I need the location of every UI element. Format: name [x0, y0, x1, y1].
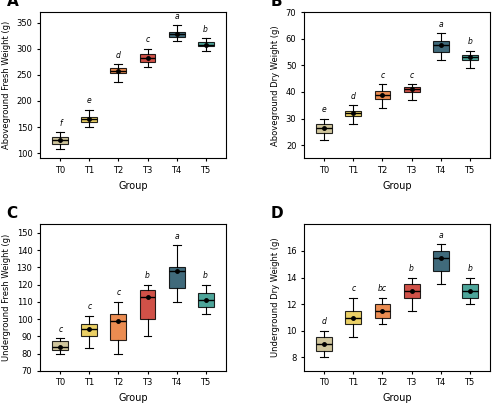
PathPatch shape: [140, 54, 156, 62]
PathPatch shape: [82, 116, 98, 122]
PathPatch shape: [198, 293, 214, 307]
Text: c: c: [88, 302, 92, 311]
Text: b: b: [409, 264, 414, 273]
Text: c: c: [380, 71, 384, 79]
PathPatch shape: [52, 341, 68, 350]
PathPatch shape: [374, 304, 390, 318]
PathPatch shape: [404, 284, 419, 297]
PathPatch shape: [82, 324, 98, 337]
Y-axis label: Aboveground Dry Weight (g): Aboveground Dry Weight (g): [271, 25, 280, 145]
PathPatch shape: [168, 32, 184, 37]
Text: bc: bc: [378, 284, 387, 293]
PathPatch shape: [198, 42, 214, 46]
Y-axis label: Aboveground Fresh Weight (g): Aboveground Fresh Weight (g): [2, 21, 11, 150]
PathPatch shape: [462, 284, 477, 297]
PathPatch shape: [316, 337, 332, 351]
Text: b: b: [467, 264, 472, 273]
PathPatch shape: [52, 137, 68, 144]
X-axis label: Group: Group: [382, 181, 412, 191]
Text: e: e: [322, 105, 327, 114]
Text: d: d: [116, 51, 121, 60]
Text: a: a: [174, 12, 179, 21]
X-axis label: Group: Group: [118, 181, 148, 191]
Text: d: d: [351, 92, 356, 101]
PathPatch shape: [316, 124, 332, 133]
Text: c: c: [116, 289, 120, 297]
Text: d: d: [322, 318, 327, 326]
Text: c: c: [146, 35, 150, 44]
PathPatch shape: [168, 268, 184, 288]
Text: b: b: [203, 25, 208, 34]
PathPatch shape: [432, 251, 448, 271]
Text: C: C: [6, 206, 18, 221]
Text: A: A: [6, 0, 18, 9]
Text: a: a: [438, 20, 443, 29]
Text: b: b: [203, 271, 208, 280]
X-axis label: Group: Group: [382, 393, 412, 403]
PathPatch shape: [110, 68, 126, 73]
PathPatch shape: [140, 290, 156, 319]
Text: c: c: [410, 71, 414, 79]
PathPatch shape: [404, 87, 419, 92]
PathPatch shape: [346, 110, 362, 116]
PathPatch shape: [432, 42, 448, 52]
Text: D: D: [270, 206, 283, 221]
Y-axis label: Underground Fresh Weight (g): Underground Fresh Weight (g): [2, 234, 11, 361]
PathPatch shape: [346, 311, 362, 324]
Text: f: f: [59, 119, 62, 128]
Text: B: B: [270, 0, 282, 9]
PathPatch shape: [110, 314, 126, 340]
X-axis label: Group: Group: [118, 393, 148, 403]
Text: c: c: [58, 325, 62, 334]
PathPatch shape: [462, 55, 477, 60]
Text: b: b: [467, 37, 472, 46]
Y-axis label: Underground Dry Weight (g): Underground Dry Weight (g): [271, 238, 280, 357]
Text: b: b: [145, 271, 150, 280]
Text: e: e: [87, 96, 92, 106]
PathPatch shape: [374, 91, 390, 99]
Text: c: c: [352, 284, 356, 293]
Text: a: a: [174, 232, 179, 241]
Text: a: a: [438, 231, 443, 240]
